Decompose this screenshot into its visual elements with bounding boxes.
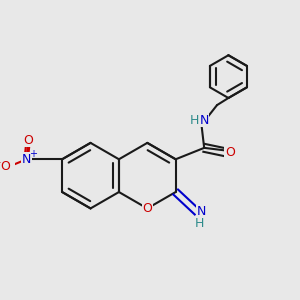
Text: N: N <box>200 114 209 127</box>
Text: +: + <box>29 149 37 159</box>
Text: O: O <box>0 160 10 173</box>
Text: N: N <box>196 206 206 218</box>
Text: H: H <box>195 217 204 230</box>
Text: H: H <box>190 114 199 127</box>
Text: O: O <box>23 134 33 147</box>
Text: N: N <box>22 153 31 166</box>
Text: O: O <box>142 202 152 215</box>
Text: O: O <box>225 146 235 159</box>
